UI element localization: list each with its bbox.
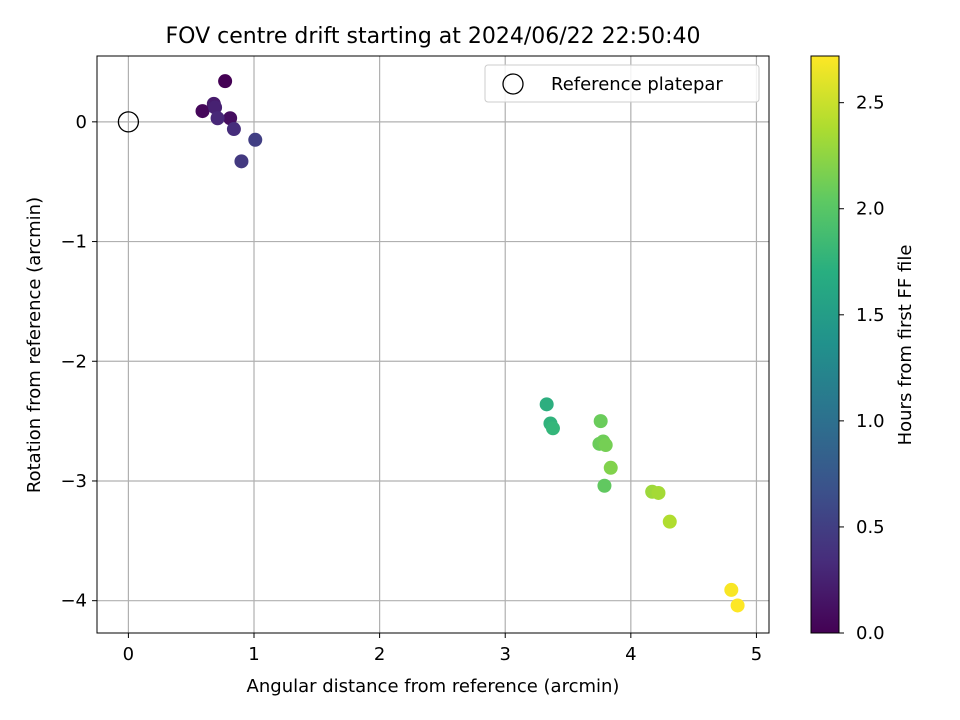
x-tick-label: 1 — [248, 644, 259, 665]
x-tick-label: 5 — [751, 644, 762, 665]
data-point — [210, 111, 225, 126]
data-point — [195, 104, 210, 119]
data-point — [651, 485, 666, 500]
colorbar-label: Hours from first FF file — [895, 245, 916, 446]
y-tick-label: −4 — [60, 591, 87, 612]
x-tick-label: 2 — [374, 644, 385, 665]
colorbar-tick-label: 0.5 — [856, 517, 885, 538]
plot-frame — [96, 55, 770, 634]
x-axis-ticks: 0 1 2 3 4 5 — [123, 633, 762, 665]
y-axis-label: Rotation from reference (arcmin) — [24, 197, 45, 493]
legend-frame — [484, 64, 760, 103]
colorbar-tick-label: 2.0 — [856, 199, 885, 220]
data-point — [597, 478, 612, 493]
y-axis-ticks: 0 −1 −2 −3 −4 — [60, 112, 97, 612]
data-point — [248, 132, 263, 147]
data-point — [724, 582, 739, 597]
y-tick-label: −2 — [60, 351, 87, 372]
data-point — [598, 438, 613, 453]
data-point — [223, 111, 238, 126]
data-point — [593, 414, 608, 429]
colorbar: 0.0 0.5 1.0 1.5 2.0 2.5 Hours from first FF f… — [810, 55, 916, 644]
y-tick-label: 0 — [76, 112, 87, 133]
legend-marker-reference — [502, 73, 524, 95]
legend-label-reference: Reference platepar — [551, 74, 723, 95]
colorbar-tick-label: 1.5 — [856, 305, 885, 326]
colorbar-tick-label: 2.5 — [856, 93, 885, 114]
reference-platepar-marker — [117, 111, 140, 133]
data-point — [234, 154, 249, 169]
y-tick-label: −1 — [60, 232, 87, 253]
chart-title: FOV centre drift starting at 2024/06/22 … — [166, 24, 701, 49]
x-tick-label: 0 — [123, 644, 134, 665]
x-tick-label: 4 — [625, 644, 636, 665]
colorbar-ticks: 0.0 0.5 1.0 1.5 2.0 2.5 — [839, 93, 885, 644]
data-point — [603, 460, 618, 475]
colorbar-gradient — [810, 55, 840, 634]
data-point — [545, 421, 560, 436]
data-point — [226, 122, 241, 137]
y-tick-label: −3 — [60, 471, 87, 492]
colorbar-tick-label: 1.0 — [856, 411, 885, 432]
data-point — [208, 100, 223, 115]
data-point — [218, 74, 233, 89]
grid-lines — [97, 56, 769, 633]
colorbar-tick-label: 0.0 — [856, 623, 885, 644]
data-point — [539, 397, 554, 412]
scatter-points — [117, 74, 745, 613]
data-point — [662, 514, 677, 529]
x-tick-label: 3 — [499, 644, 510, 665]
data-point — [730, 598, 745, 613]
x-axis-label: Angular distance from reference (arcmin) — [247, 676, 620, 697]
legend: Reference platepar — [484, 64, 760, 103]
